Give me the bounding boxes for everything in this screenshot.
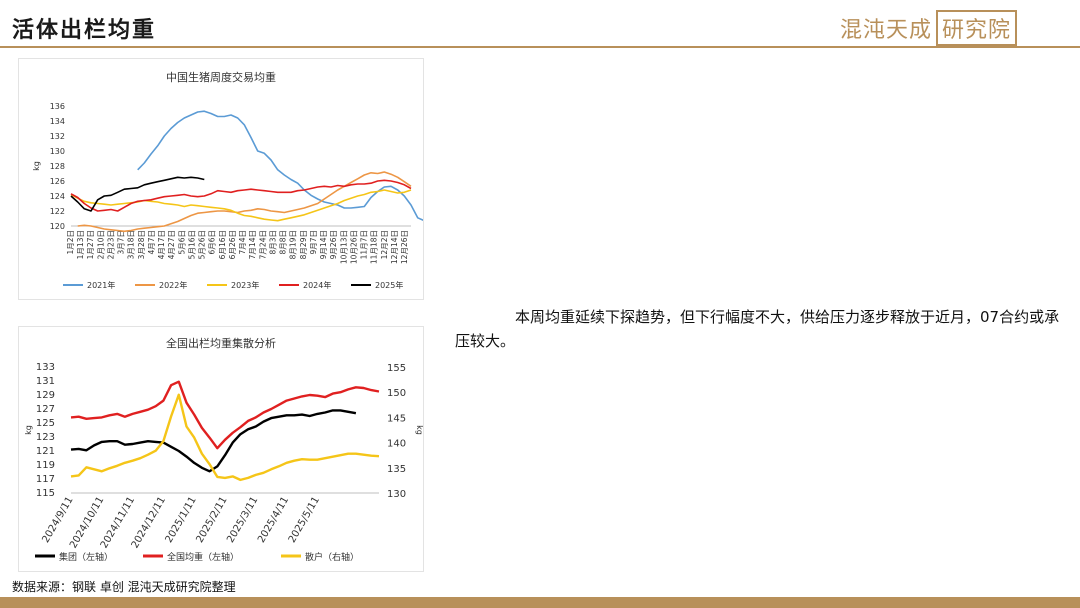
x-tick-label: 4月27日 xyxy=(167,230,176,259)
y-tick-label-left: 115 xyxy=(36,488,55,499)
y-tick-label-right: 150 xyxy=(387,388,406,399)
x-tick-label: 7月4日 xyxy=(238,230,247,255)
x-tick-label: 1月27日 xyxy=(86,230,95,259)
footer-bar xyxy=(0,597,1080,608)
data-source-note: 数据来源：钢联 卓创 混沌天成研究院整理 xyxy=(12,580,236,594)
x-tick-label: 3月7日 xyxy=(117,230,126,255)
x-tick-label: 5月26日 xyxy=(198,230,207,259)
x-tick-label: 2025/3/11 xyxy=(225,495,260,545)
x-tick-label: 9月7日 xyxy=(309,230,318,255)
x-tick-label: 5月6日 xyxy=(177,230,186,255)
x-tick-label: 12月2日 xyxy=(380,230,389,259)
legend-label-0: 集团（左轴） xyxy=(59,551,113,563)
y-tick-label-left: 119 xyxy=(36,460,55,471)
y-tick-label: 122 xyxy=(50,207,65,216)
x-tick-label: 2025/4/11 xyxy=(256,495,291,545)
chart-title: 全国出栏均重集散分析 xyxy=(166,336,276,350)
brand-logo: 混沌天成 研究院 xyxy=(840,10,1018,46)
series-line-1 xyxy=(70,380,380,450)
chart-panel-slaughter-weight: 全国出栏均重集散分析 kg kg 115 117 119 121 123 125 127 129 13… xyxy=(18,326,424,572)
y-tick-label-left: 117 xyxy=(36,474,55,485)
x-tick-label: 8月19日 xyxy=(289,230,298,259)
series-line-4 xyxy=(70,176,205,212)
x-tick-label: 2024/9/11 xyxy=(40,495,75,545)
x-tick-label: 2月23日 xyxy=(106,230,115,259)
y-tick-label-right: 135 xyxy=(387,464,406,475)
x-tick-label: 4月17日 xyxy=(157,230,166,259)
x-tick-label: 11月7日 xyxy=(360,230,369,259)
y-tick-label-right: 140 xyxy=(387,439,406,450)
legend-label-3: 2024年 xyxy=(303,280,331,290)
legend-label-0: 2021年 xyxy=(87,280,115,290)
x-tick-label: 10月26日 xyxy=(349,230,358,264)
x-tick-label: 6月16日 xyxy=(218,230,227,259)
x-tick-label: 3月28日 xyxy=(137,230,146,259)
x-tick-label: 12月14日 xyxy=(390,230,399,264)
y-tick-label-right: 155 xyxy=(387,363,406,374)
x-tick-label: 10月13日 xyxy=(339,230,348,264)
x-tick-label: 4月7日 xyxy=(147,230,156,255)
y-tick-label-right: 130 xyxy=(387,489,406,500)
x-tick-label: 11月18日 xyxy=(370,230,379,264)
x-tick-label: 3月18日 xyxy=(127,230,136,259)
legend-label-1: 全国均重（左轴） xyxy=(167,551,239,563)
y-axis-label-left: kg xyxy=(24,425,33,435)
series-line-1 xyxy=(77,171,412,233)
x-tick-label: 1月13日 xyxy=(76,230,85,259)
series-line-0 xyxy=(70,409,357,473)
x-tick-label: 2月10日 xyxy=(96,230,105,259)
y-tick-label: 120 xyxy=(50,222,65,231)
x-tick-label: 6月6日 xyxy=(208,230,217,255)
slaughter-weight-chart: 全国出栏均重集散分析 kg kg 115 117 119 121 123 125 127 129 13… xyxy=(24,336,424,563)
y-tick-label: 134 xyxy=(50,117,65,126)
legend-label-4: 2025年 xyxy=(375,280,403,290)
y-tick-label: 124 xyxy=(50,192,65,201)
x-tick-label: 7月24日 xyxy=(258,230,267,259)
series-line-3 xyxy=(70,179,412,212)
y-tick-label-left: 125 xyxy=(36,418,55,429)
chart-title: 中国生猪周度交易均重 xyxy=(166,70,276,84)
legend-label-2: 散户（右轴） xyxy=(305,551,359,563)
weekly-weight-chart: 中国生猪周度交易均重 kg 120 122 124 126 128 130 132 134 136 1… xyxy=(32,70,425,290)
header-divider xyxy=(0,46,1080,48)
y-tick-label-left: 133 xyxy=(36,362,55,373)
y-tick-label-left: 123 xyxy=(36,432,55,443)
x-tick-label: 8月3日 xyxy=(268,230,277,255)
x-tick-label: 8月29日 xyxy=(299,230,308,259)
x-tick-label: 5月16日 xyxy=(187,230,196,259)
y-tick-label: 126 xyxy=(50,177,65,186)
y-axis-label-right: kg xyxy=(415,425,423,435)
chart-panel-weekly-weight: 中国生猪周度交易均重 kg 120 122 124 126 128 130 132 134 136 1… xyxy=(18,58,425,300)
x-tick-label: 8月8日 xyxy=(279,230,288,255)
y-tick-label-left: 121 xyxy=(36,446,55,457)
x-tick-label: 6月26日 xyxy=(228,230,237,259)
y-tick-label: 136 xyxy=(50,102,65,111)
y-tick-label: 130 xyxy=(50,147,65,156)
x-tick-label: 9月14日 xyxy=(319,230,328,259)
series-line-2 xyxy=(70,189,412,222)
y-axis-label: kg xyxy=(32,161,41,171)
x-tick-label: 2025/2/11 xyxy=(194,495,229,545)
y-tick-label-left: 127 xyxy=(36,404,55,415)
y-tick-label-right: 145 xyxy=(387,413,406,424)
series-line-0 xyxy=(137,110,425,222)
x-tick-label: 2025/1/11 xyxy=(164,495,199,545)
x-tick-label: 9月26日 xyxy=(329,230,338,259)
y-tick-label-left: 131 xyxy=(36,376,55,387)
legend-label-2: 2023年 xyxy=(231,280,259,290)
logo-box-text: 研究院 xyxy=(936,10,1018,46)
x-tick-label: 1月2日 xyxy=(66,230,75,255)
y-tick-label: 132 xyxy=(50,132,65,141)
x-tick-label: 2025/5/11 xyxy=(287,495,322,545)
series-line-2 xyxy=(70,393,380,482)
legend-label-1: 2022年 xyxy=(159,280,187,290)
page-title: 活体出栏均重 xyxy=(12,18,157,43)
x-tick-label: 7月14日 xyxy=(248,230,257,259)
logo-text: 混沌天成 xyxy=(840,18,933,43)
commentary-text: 本周均重延续下探趋势，但下行幅度不大，供给压力逐步释放于近月，07合约或承压较大… xyxy=(455,308,1060,350)
y-tick-label-left: 129 xyxy=(36,390,55,401)
y-tick-label: 128 xyxy=(50,162,65,171)
x-tick-label: 12月26日 xyxy=(400,230,409,264)
